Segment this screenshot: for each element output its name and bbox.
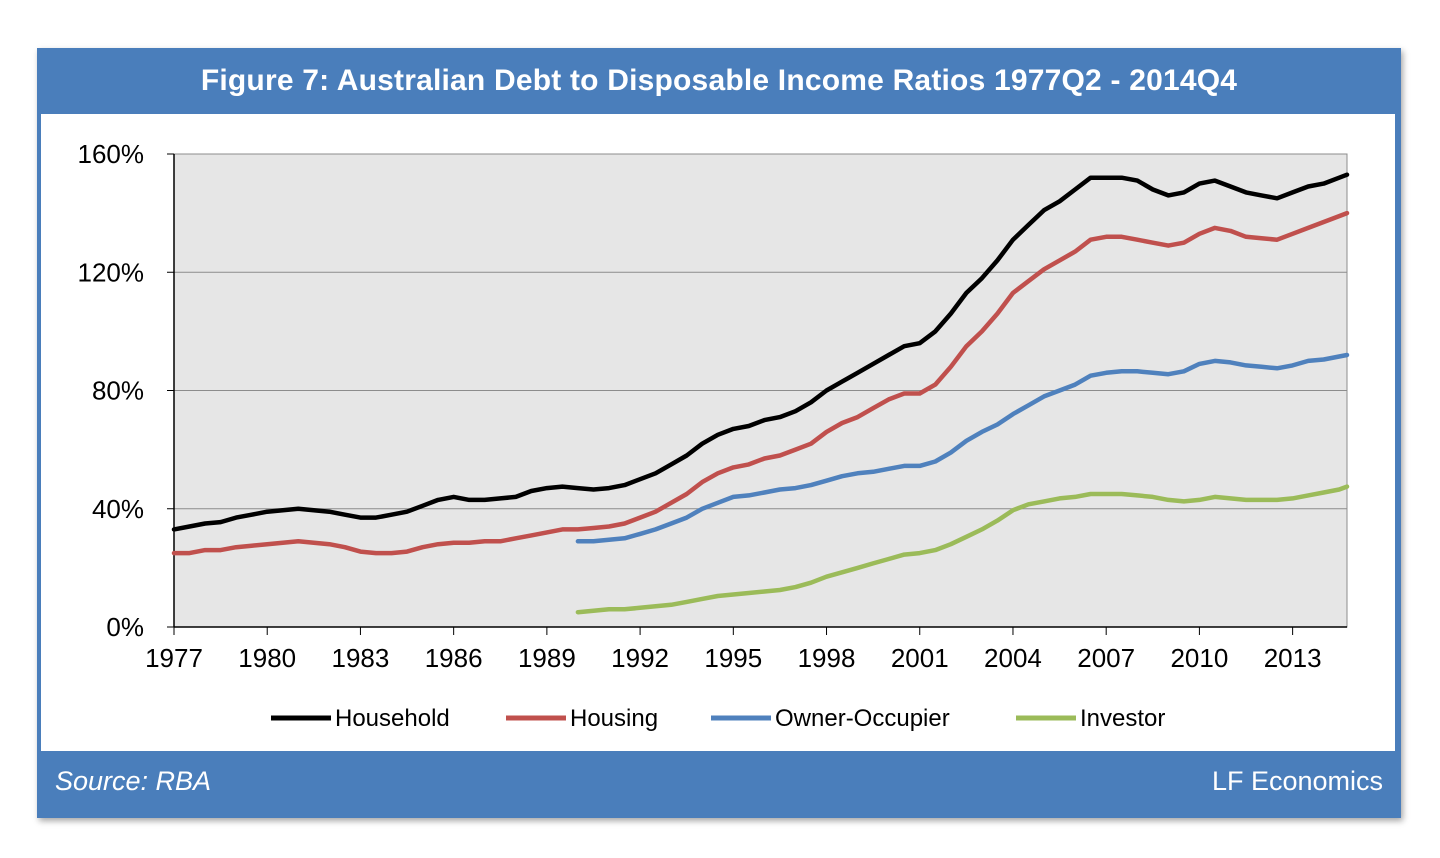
chart-area: 0% 40% 80% 120% 160% 1977 1980 1983 1986 1989 1992… <box>41 114 1395 751</box>
series-lines <box>171 172 1350 615</box>
series-line-investor <box>575 484 1350 615</box>
y-tick-label: 40% <box>92 494 144 524</box>
legend-label-investor: Investor <box>1080 705 1165 732</box>
series-line-owner-occupier <box>575 352 1350 544</box>
series-line-household <box>171 172 1350 532</box>
brand-label: LF Economics <box>1211 766 1383 796</box>
y-tick-label: 120% <box>78 257 145 287</box>
grid-lines <box>174 153 1347 510</box>
source-note: Source: RBA <box>55 766 212 796</box>
x-tick-label: 1995 <box>704 643 762 673</box>
figure-frame: Figure 7: Australian Debt to Disposable … <box>37 48 1401 818</box>
x-tick-label: 2004 <box>984 643 1042 673</box>
x-tick-label: 1986 <box>425 643 483 673</box>
x-tick-label: 1989 <box>518 643 576 673</box>
y-tick-label: 0% <box>106 612 144 642</box>
legend-label-housing: Housing <box>570 705 658 732</box>
y-tick-label: 160% <box>78 139 145 169</box>
axes: 0% 40% 80% 120% 160% 1977 1980 1983 1986 1989 1992… <box>78 139 1347 673</box>
x-tick-label: 1998 <box>798 643 856 673</box>
x-tick-label: 1983 <box>332 643 390 673</box>
x-tick-label: 2013 <box>1264 643 1322 673</box>
legend: Household Housing Owner-Occupier Investor <box>271 705 1165 732</box>
series-line-housing <box>171 210 1350 556</box>
x-tick-label: 1992 <box>611 643 669 673</box>
x-tick-label: 2007 <box>1077 643 1135 673</box>
x-tick-label: 2010 <box>1170 643 1228 673</box>
chart-title: Figure 7: Australian Debt to Disposable … <box>200 64 1238 97</box>
x-tick-label: 2001 <box>891 643 949 673</box>
x-tick-label: 1980 <box>238 643 296 673</box>
legend-label-household: Household <box>335 705 450 732</box>
y-tick-label: 80% <box>92 376 144 406</box>
line-chart: 0% 40% 80% 120% 160% 1977 1980 1983 1986 1989 1992… <box>78 139 1350 732</box>
legend-label-owner-occupier: Owner-Occupier <box>775 705 950 732</box>
x-tick-label: 1977 <box>145 643 203 673</box>
